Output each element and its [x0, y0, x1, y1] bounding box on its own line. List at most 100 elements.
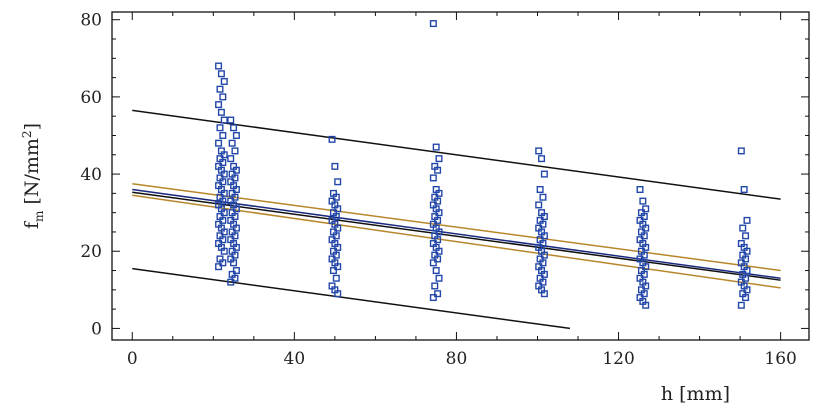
data-point [332, 193, 340, 201]
data-point [742, 232, 750, 240]
plot-frame [111, 11, 810, 341]
data-point [539, 220, 547, 228]
data-point [219, 178, 227, 186]
axis-ticks [112, 12, 809, 340]
x-tick-label: 120 [602, 349, 634, 369]
data-point [220, 247, 228, 255]
data-point [328, 135, 336, 143]
data-point [334, 263, 342, 271]
data-point [640, 213, 648, 221]
data-point [540, 170, 548, 178]
data-point [540, 290, 548, 298]
data-point [434, 216, 442, 224]
data-point [219, 236, 227, 244]
y-axis-title-main: f [21, 220, 43, 229]
data-point [215, 263, 223, 271]
data-point [334, 243, 342, 251]
data-point [642, 263, 650, 271]
y-axis-title: fm [N/mm2] [20, 123, 46, 229]
data-point [743, 267, 751, 275]
data-point [432, 143, 440, 151]
data-point [227, 278, 235, 286]
data-point [227, 116, 235, 124]
data-point [539, 193, 547, 201]
y-tick-label: 80 [80, 11, 102, 31]
x-tick-label: 0 [127, 349, 138, 369]
data-point [334, 290, 342, 298]
data-point [538, 155, 546, 163]
data-point [231, 174, 239, 182]
data-point [217, 108, 225, 116]
y-axis-title-sub: m [32, 210, 46, 222]
data-point [232, 267, 240, 275]
data-point [640, 290, 648, 298]
data-point [219, 216, 227, 224]
data-point [220, 116, 228, 124]
data-point [429, 174, 437, 182]
data-point [640, 251, 648, 259]
data-point [219, 158, 227, 166]
x-axis-title: h [mm] [661, 383, 730, 405]
data-point [642, 224, 650, 232]
data-point [431, 282, 439, 290]
data-point [332, 213, 340, 221]
data-point [539, 278, 547, 286]
tick-labels: 0 40 80 120 160 0 20 40 60 80 [80, 11, 797, 369]
data-point [215, 139, 223, 147]
x-tick-label: 80 [446, 349, 468, 369]
data-point [219, 259, 227, 267]
data-point [539, 240, 547, 248]
y-tick-label: 20 [80, 242, 102, 262]
data-point [227, 155, 235, 163]
data-point [232, 243, 240, 251]
data-point [228, 139, 236, 147]
fit-line [132, 109, 781, 200]
data-point [435, 155, 443, 163]
data-points [215, 20, 751, 309]
data-point [639, 197, 647, 205]
data-point [332, 251, 340, 259]
y-tick-label: 60 [80, 88, 102, 108]
data-point [232, 186, 240, 194]
data-point [220, 170, 228, 178]
data-point [231, 213, 239, 221]
fit-line [132, 194, 781, 289]
data-point [640, 232, 648, 240]
data-point [432, 267, 440, 275]
data-point [329, 267, 337, 275]
data-point [539, 259, 547, 267]
data-point [743, 216, 751, 224]
data-point [220, 209, 228, 217]
data-point [740, 186, 748, 194]
y-tick-label: 40 [80, 165, 102, 185]
data-point [429, 259, 437, 267]
data-point [742, 294, 750, 302]
fit-line [132, 191, 781, 281]
data-point [642, 205, 650, 213]
data-point [739, 224, 747, 232]
data-point [434, 166, 442, 174]
y-tick-label: 0 [91, 319, 102, 339]
data-point [216, 124, 224, 132]
data-point [231, 274, 239, 282]
data-point [429, 294, 437, 302]
data-point [230, 259, 238, 267]
data-point [435, 189, 443, 197]
data-point [334, 178, 342, 186]
data-point [540, 232, 548, 240]
data-point [737, 301, 745, 309]
data-point [220, 77, 228, 85]
data-point [215, 101, 223, 109]
data-point [535, 201, 543, 209]
data-point [540, 270, 548, 278]
data-point [232, 166, 240, 174]
fit-line [132, 188, 781, 280]
data-point [743, 286, 751, 294]
data-point [220, 151, 228, 159]
data-point [535, 147, 543, 155]
data-point [220, 228, 228, 236]
fit-line [132, 267, 571, 330]
y-axis-title-sup: 2 [20, 130, 34, 138]
data-point [429, 20, 437, 28]
data-point [737, 147, 745, 155]
